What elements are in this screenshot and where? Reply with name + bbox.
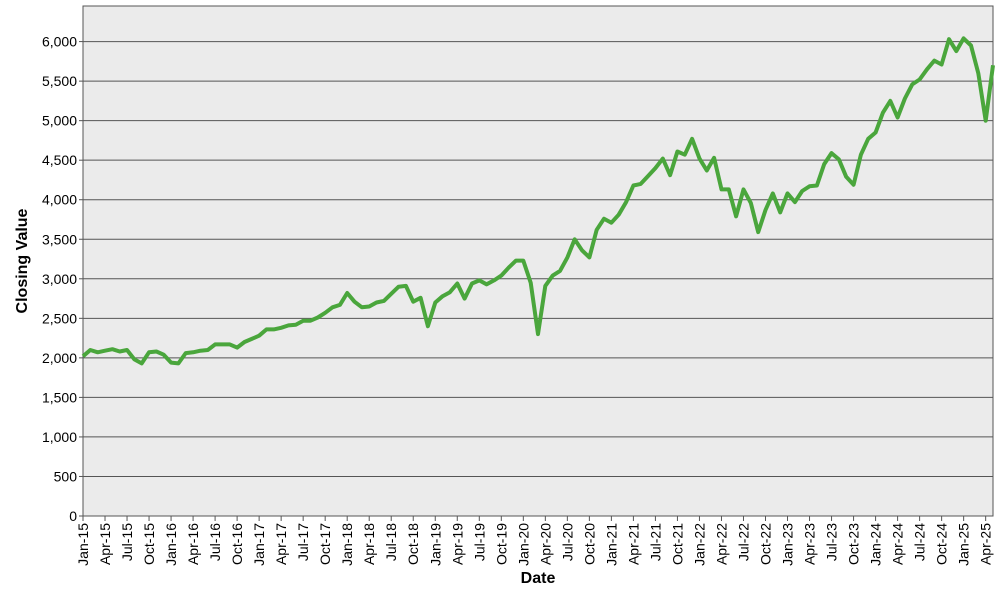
x-tick-label: Jan-19: [427, 523, 443, 566]
y-tick-label: 3,000: [42, 271, 77, 287]
y-tick-label: 4,500: [42, 152, 77, 168]
x-tick-label: Oct-15: [141, 523, 157, 565]
x-tick-label: Oct-21: [669, 523, 685, 565]
x-tick-label: Jan-20: [515, 523, 531, 566]
x-tick-label: Apr-20: [537, 523, 553, 565]
y-tick-label: 2,000: [42, 350, 77, 366]
x-tick-label: Apr-17: [273, 523, 289, 565]
x-tick-label: Jan-16: [163, 523, 179, 566]
y-tick-label: 1,000: [42, 429, 77, 445]
x-tick-label: Oct-22: [758, 523, 774, 565]
x-tick-label: Oct-20: [581, 523, 597, 565]
x-tick-label: Jul-21: [647, 523, 663, 561]
x-tick-label: Oct-23: [846, 523, 862, 565]
y-tick-label: 3,500: [42, 231, 77, 247]
x-tick-label: Apr-22: [713, 523, 729, 565]
x-tick-label: Jul-18: [383, 523, 399, 561]
x-tick-label: Apr-19: [449, 523, 465, 565]
x-tick-label: Jul-16: [207, 523, 223, 561]
y-tick-label: 2,500: [42, 310, 77, 326]
x-tick-label: Jul-22: [735, 523, 751, 561]
y-axis-title: Closing Value: [14, 208, 31, 313]
y-tick-label: 5,500: [42, 73, 77, 89]
x-tick-label: Jan-15: [75, 523, 91, 566]
y-tick-label: 4,000: [42, 192, 77, 208]
x-tick-label: Jan-25: [956, 523, 972, 566]
x-tick-label: Jan-17: [251, 523, 267, 566]
x-tick-label: Jul-24: [912, 523, 928, 561]
x-tick-label: Apr-21: [625, 523, 641, 565]
y-tick-label: 6,000: [42, 34, 77, 50]
x-tick-label: Oct-19: [493, 523, 509, 565]
x-tick-label: Jan-18: [339, 523, 355, 566]
x-tick-label: Jan-23: [780, 523, 796, 566]
x-tick-label: Jul-20: [559, 523, 575, 561]
x-tick-label: Jan-24: [868, 523, 884, 566]
x-tick-label: Apr-15: [97, 523, 113, 565]
x-tick-label: Apr-23: [802, 523, 818, 565]
x-tick-label: Oct-17: [317, 523, 333, 565]
x-tick-label: Oct-24: [934, 523, 950, 565]
x-tick-label: Jul-19: [471, 523, 487, 561]
x-tick-label: Apr-24: [890, 523, 906, 565]
x-tick-label: Jan-22: [691, 523, 707, 566]
y-tick-label: 500: [54, 468, 78, 484]
x-tick-label: Jan-21: [603, 523, 619, 566]
x-tick-label: Jul-15: [119, 523, 135, 561]
x-tick-label: Oct-16: [229, 523, 245, 565]
x-tick-label: Oct-18: [405, 523, 421, 565]
x-tick-label: Apr-18: [361, 523, 377, 565]
x-axis-title: Date: [521, 570, 556, 587]
y-tick-label: 0: [69, 508, 77, 524]
y-tick-label: 1,500: [42, 389, 77, 405]
line: [81, 36, 995, 366]
x-tick-label: Apr-16: [185, 523, 201, 565]
x-tick-label: Jul-23: [824, 523, 840, 561]
plot-area: [82, 5, 994, 517]
x-tick-label: Apr-25: [978, 523, 994, 565]
y-tick-label: 5,000: [42, 113, 77, 129]
x-tick-label: Jul-17: [295, 523, 311, 561]
